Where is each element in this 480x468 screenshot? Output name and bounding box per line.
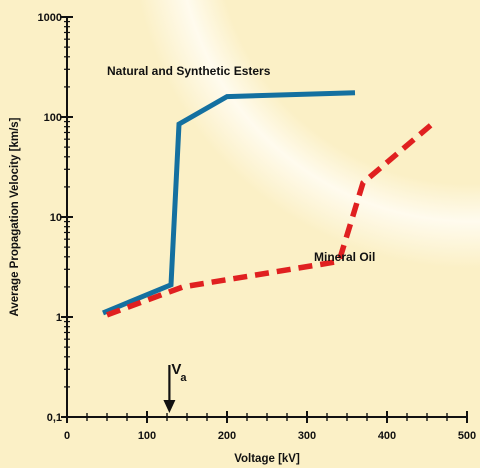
y-tick-label: 100 bbox=[44, 112, 62, 124]
va-label: V bbox=[171, 361, 181, 378]
x-tick-label: 400 bbox=[378, 430, 396, 442]
y-tick-label: 10 bbox=[50, 212, 62, 224]
series-line-esters bbox=[102, 90, 356, 316]
y-tick-label: 1000 bbox=[38, 12, 62, 24]
series-line-mineral-oil bbox=[106, 119, 437, 318]
x-axis-title: Voltage [kV] bbox=[234, 453, 300, 465]
va-subscript: a bbox=[180, 372, 187, 384]
series-label-esters: Natural and Synthetic Esters bbox=[107, 64, 271, 78]
y-tick-label: 1 bbox=[56, 312, 62, 324]
y-axis-title: Average Propagation Velocity [km/s] bbox=[9, 117, 21, 316]
x-tick-label: 0 bbox=[64, 430, 70, 442]
series-label-mineral-oil: Mineral Oil bbox=[314, 250, 375, 264]
x-tick-label: 200 bbox=[218, 430, 236, 442]
plot-area: 0,1 1 10 100 1000 0 100 200 300 400 500 Voltage [kV… bbox=[9, 12, 476, 465]
x-tick-label: 500 bbox=[458, 430, 476, 442]
x-tick-label: 100 bbox=[138, 430, 156, 442]
x-tick-label: 300 bbox=[298, 430, 316, 442]
va-arrow-head bbox=[163, 400, 176, 413]
y-tick-label: 0,1 bbox=[47, 412, 62, 424]
